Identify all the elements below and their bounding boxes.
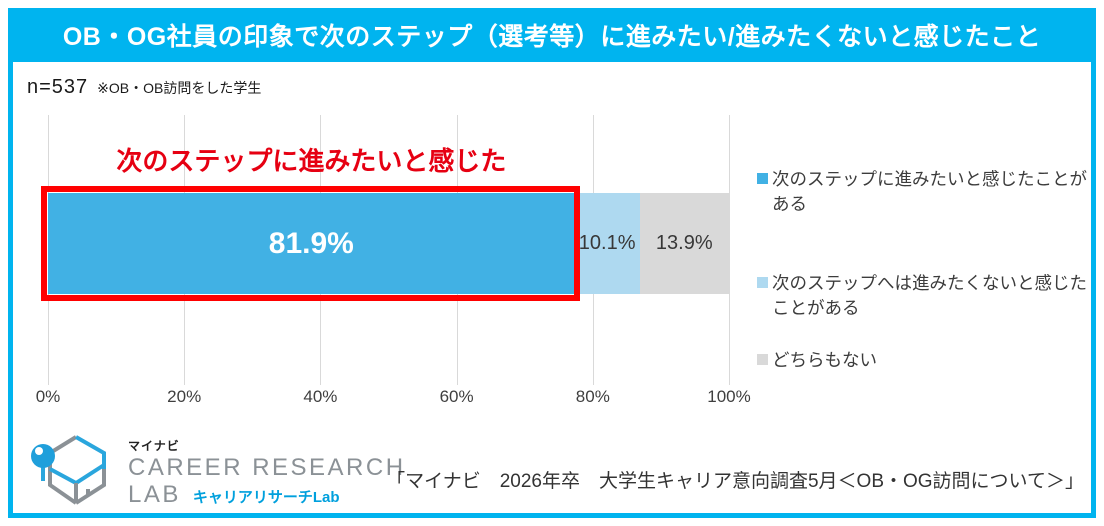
logo-cube-icon [31, 435, 106, 505]
x-axis-tick: 80% [575, 387, 610, 406]
page-title: OB・OG社員の印象で次のステップ（選考等）に進みたい/進みたくないと感じたこと [62, 23, 1042, 51]
legend-item: どちらもない [757, 348, 877, 373]
gridline [729, 115, 730, 385]
legend-marker-icon [757, 277, 768, 288]
legend-marker-icon [757, 354, 768, 365]
source-citation: 「マイナビ 2026年卒 大学生キャリア意向調査5月＜OB・OG訪問について＞」 [386, 471, 1084, 492]
legend-item: 次のステップに進みたいと感じたことがある [757, 167, 1091, 217]
x-axis: 0% 20% 40% 60% 80% 100% [36, 387, 751, 411]
logo-text: マイナビ CAREER RESEARCH LAB キャリアリサーチLab [128, 437, 406, 508]
logo-brand-name: マイナビ [128, 438, 180, 453]
sample-info: n=537 ※OB・OB訪問をした学生 [27, 76, 261, 99]
brand-logo: マイナビ CAREER RESEARCH LAB キャリアリサーチLab [26, 431, 406, 513]
stacked-bar: 81.9% 10.1% 13.9% [41, 186, 729, 301]
bar-segment: 10.1% [574, 193, 640, 294]
x-axis-tick: 100% [707, 387, 751, 406]
legend-marker-icon [757, 173, 768, 184]
legend-label: 次のステップに進みたいと感じたことがある [772, 169, 1087, 214]
x-axis-tick: 40% [303, 387, 338, 406]
legend-label: 次のステップへは進みたくないと感じたことがある [772, 273, 1087, 318]
bar-segment-label: 81.9% [268, 226, 354, 260]
logo-line2: LAB [128, 480, 181, 508]
bar-segment-label: 13.9% [655, 232, 713, 254]
title-bar: OB・OG社員の印象で次のステップ（選考等）に進みたい/進みたくないと感じたこと [8, 8, 1096, 62]
bar-segment-label: 10.1% [578, 232, 636, 254]
x-axis-tick: 60% [439, 387, 474, 406]
legend-item: 次のステップへは進みたくないと感じたことがある [757, 271, 1091, 321]
logo-line1: CAREER RESEARCH [128, 453, 406, 481]
sample-size: n=537 [27, 76, 89, 98]
bar-segment: 81.9% [41, 186, 580, 301]
bar-segment: 13.9% [639, 193, 729, 294]
x-axis-tick: 20% [167, 387, 202, 406]
x-axis-tick: 0% [35, 387, 61, 406]
legend-label: どちらもない [772, 350, 877, 370]
highlight-annotation: 次のステップに進みたいと感じた [116, 146, 507, 176]
bar-chart: 次のステップに進みたいと感じた 81.9% 10.1% 13.9% 0% 20% 40%… [36, 115, 751, 411]
sample-note: ※OB・OB訪問をした学生 [97, 80, 262, 96]
logo-jp-name: キャリアリサーチLab [192, 488, 340, 506]
